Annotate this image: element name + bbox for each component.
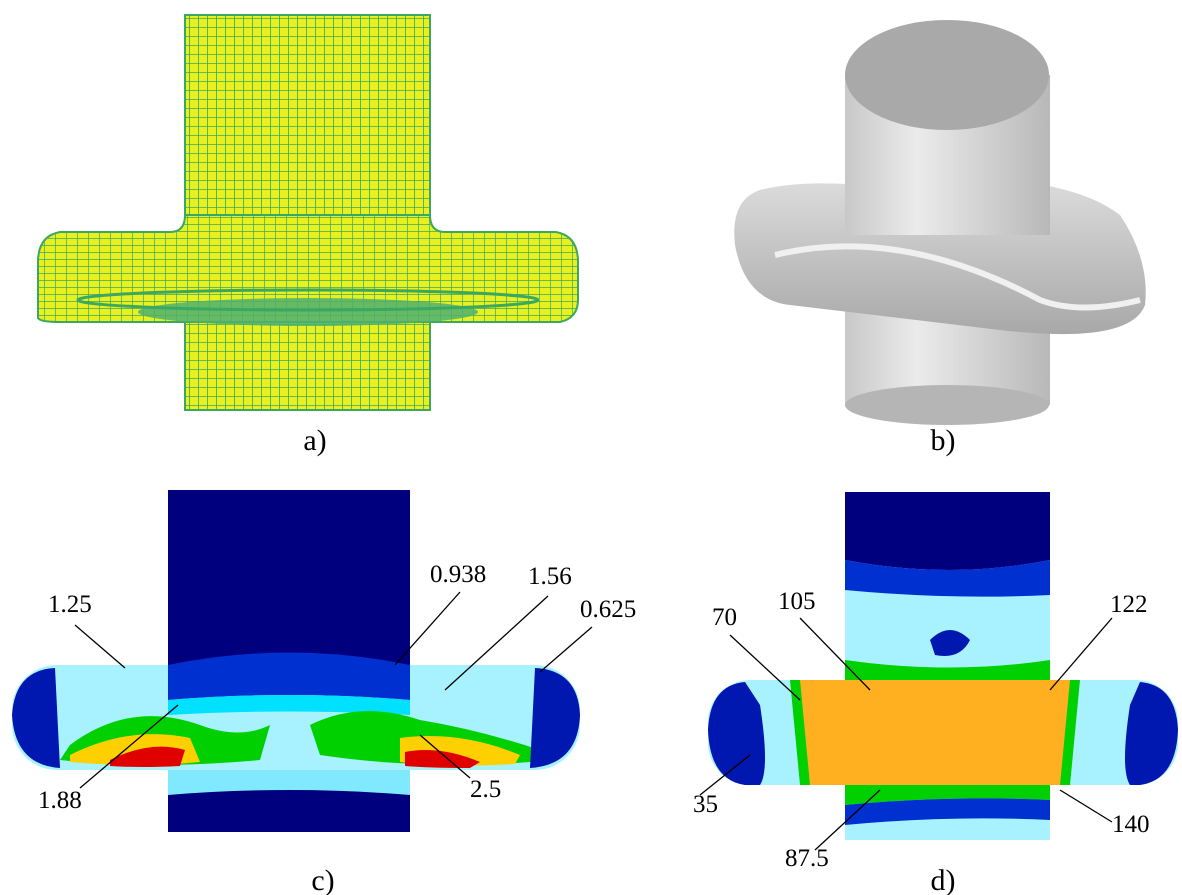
- caption: d): [931, 864, 956, 895]
- contour-label: 70: [712, 604, 737, 631]
- panel-d: 70 105 122 35 87.5 140 d): [693, 492, 1178, 895]
- caption: c): [311, 864, 334, 895]
- figure: a) b) 1.25 0.938 1.56 0.625 1.8: [0, 0, 1182, 895]
- caption: a): [303, 424, 326, 457]
- contour-label: 2.5: [470, 776, 501, 803]
- leader-line: [1060, 790, 1112, 822]
- caption: b): [931, 424, 956, 457]
- panel-c: 1.25 0.938 1.56 0.625 1.88 2.5 c): [12, 490, 636, 895]
- contour-label: 0.625: [580, 596, 636, 623]
- end-blue-left: [12, 668, 60, 768]
- contour-label: 1.56: [528, 563, 572, 590]
- contour-label: 87.5: [785, 845, 829, 872]
- contour-label: 35: [693, 791, 718, 818]
- contour-label: 105: [778, 588, 816, 615]
- page: a) b) 1.25 0.938 1.56 0.625 1.8: [0, 0, 1182, 895]
- band-navy-top: [845, 492, 1050, 570]
- leader-line: [75, 625, 125, 668]
- contour-label: 1.25: [48, 591, 92, 618]
- leader-line: [1050, 618, 1112, 690]
- panel-a: a): [38, 15, 578, 457]
- mesh-stem: [185, 15, 430, 410]
- panel-b: b): [734, 20, 1145, 457]
- cylinder-base: [845, 385, 1049, 425]
- leader-line: [540, 627, 592, 672]
- contour-label: 0.938: [430, 561, 486, 588]
- cylinder-cap: [845, 20, 1049, 130]
- contour-label: 1.88: [38, 787, 82, 814]
- contour-label: 122: [1110, 591, 1148, 618]
- mesh-dense-zone: [138, 298, 478, 326]
- end-blue-right: [530, 668, 580, 768]
- band-orange: [800, 680, 1070, 785]
- band-blue: [168, 653, 410, 701]
- contour-label: 140: [1112, 811, 1150, 838]
